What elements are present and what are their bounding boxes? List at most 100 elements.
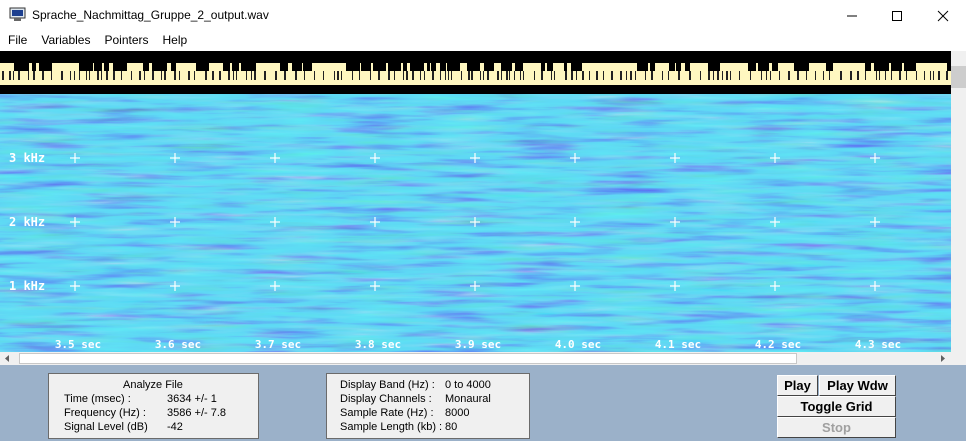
grid-cross-marker: [770, 153, 780, 163]
marker-tick: [212, 71, 214, 80]
marker-tick: [630, 71, 632, 80]
marker-tick: [106, 71, 108, 80]
marker-tick: [678, 71, 680, 80]
grid-cross-marker: [70, 281, 80, 291]
marker-tick: [194, 71, 195, 80]
vertical-scrollbar[interactable]: [951, 51, 966, 352]
marker-tick: [779, 71, 780, 80]
grid-cross-marker: [770, 281, 780, 291]
time-axis-label: 3.7 sec: [255, 338, 301, 351]
marker-tick: [74, 71, 75, 80]
marker-tick: [388, 63, 401, 71]
marker-tick: [304, 71, 305, 80]
marker-tick: [334, 71, 335, 80]
marker-tick: [303, 63, 312, 71]
marker-tick: [196, 63, 209, 71]
close-button[interactable]: [920, 0, 966, 31]
marker-tick: [51, 71, 52, 80]
marker-tick: [284, 71, 286, 80]
marker-tick: [645, 71, 646, 80]
marker-tick: [603, 71, 604, 80]
stop-button[interactable]: Stop: [777, 417, 896, 438]
grid-cross-marker: [370, 217, 380, 227]
marker-tick: [161, 71, 162, 80]
time-axis-label: 4.3 sec: [855, 338, 901, 351]
marker-tick: [761, 71, 762, 80]
spectrogram-plot[interactable]: 3 kHz 2 kHz 1 kHz 3.5 sec 3.6 sec 3.7 sec 3.8 …: [0, 94, 951, 352]
marker-tick: [467, 63, 480, 71]
marker-tick: [295, 71, 297, 80]
marker-tick: [576, 71, 577, 80]
title-bar: Sprache_Nachmittag_Gruppe_2_output.wav: [0, 0, 966, 31]
marker-tick: [394, 71, 395, 80]
scroll-right-icon[interactable]: [939, 354, 947, 363]
marker-tick: [551, 71, 552, 80]
grid-cross-marker: [570, 217, 580, 227]
marker-tick: [471, 71, 473, 80]
marker-tick: [906, 71, 907, 80]
marker-tick: [346, 63, 360, 71]
maximize-button[interactable]: [874, 0, 920, 31]
menu-bar: File Variables Pointers Help: [0, 31, 966, 51]
marker-tick: [104, 63, 109, 71]
marker-tick: [337, 71, 339, 80]
marker-tick: [571, 71, 573, 80]
grid-cross-marker: [870, 281, 880, 291]
marker-tick: [121, 71, 122, 80]
marker-tick: [251, 71, 252, 80]
grid-cross-marker: [670, 281, 680, 291]
toggle-grid-button[interactable]: Toggle Grid: [777, 396, 896, 417]
spectrogram-view[interactable]: 3 kHz 2 kHz 1 kHz 3.5 sec 3.6 sec 3.7 sec 3.8 …: [0, 94, 951, 352]
grid-cross-marker: [270, 281, 280, 291]
frequency-label: Frequency (Hz) :: [64, 407, 146, 419]
grid-cross-marker: [770, 217, 780, 227]
play-button[interactable]: Play: [777, 375, 818, 396]
marker-tick: [79, 63, 93, 71]
marker-tick: [280, 63, 288, 71]
menu-variables[interactable]: Variables: [41, 33, 91, 47]
marker-tick: [440, 63, 446, 71]
signal-marker-strip: [0, 63, 953, 85]
marker-tick: [410, 63, 424, 71]
analyze-title: Analyze File: [123, 379, 183, 391]
vertical-scroll-thumb[interactable]: [951, 66, 966, 88]
scroll-left-icon[interactable]: [3, 354, 11, 363]
grid-cross-marker: [470, 153, 480, 163]
marker-tick: [891, 63, 902, 71]
marker-tick: [758, 63, 769, 71]
marker-tick: [32, 63, 36, 71]
marker-tick: [188, 71, 190, 80]
menu-help[interactable]: Help: [162, 33, 188, 47]
marker-tick: [571, 63, 582, 71]
marker-tick: [223, 63, 230, 71]
marker-tick: [427, 63, 430, 71]
marker-tick: [341, 71, 342, 80]
horizontal-scrollbar[interactable]: [0, 352, 966, 365]
marker-tick: [772, 63, 778, 71]
marker-tick: [806, 71, 807, 80]
app-icon: [9, 7, 26, 21]
marker-tick: [228, 71, 230, 80]
time-axis-label: 4.0 sec: [555, 338, 601, 351]
marker-tick: [18, 71, 20, 80]
marker-tick: [916, 71, 917, 80]
horizontal-scroll-thumb[interactable]: [19, 353, 797, 364]
marker-tick: [874, 63, 889, 71]
marker-tick: [582, 71, 584, 80]
marker-tick: [662, 71, 663, 80]
marker-tick: [676, 63, 681, 71]
control-panel: Analyze File Time (msec) : 3634 +/- 1 Fr…: [0, 365, 966, 441]
menu-file[interactable]: File: [8, 33, 28, 47]
time-axis-label: 3.5 sec: [55, 338, 101, 351]
marker-tick: [708, 71, 710, 80]
marker-tick: [497, 71, 499, 80]
marker-tick: [748, 63, 756, 71]
menu-pointers[interactable]: Pointers: [104, 33, 149, 47]
minimize-button[interactable]: [829, 0, 875, 31]
marker-tick: [370, 71, 371, 80]
marker-tick: [97, 71, 99, 80]
grid-cross-marker: [670, 153, 680, 163]
play-window-button[interactable]: Play Wdw: [819, 375, 896, 396]
display-settings-box: Display Band (Hz) : 0 to 4000 Display Ch…: [326, 373, 530, 439]
marker-tick: [205, 71, 207, 80]
